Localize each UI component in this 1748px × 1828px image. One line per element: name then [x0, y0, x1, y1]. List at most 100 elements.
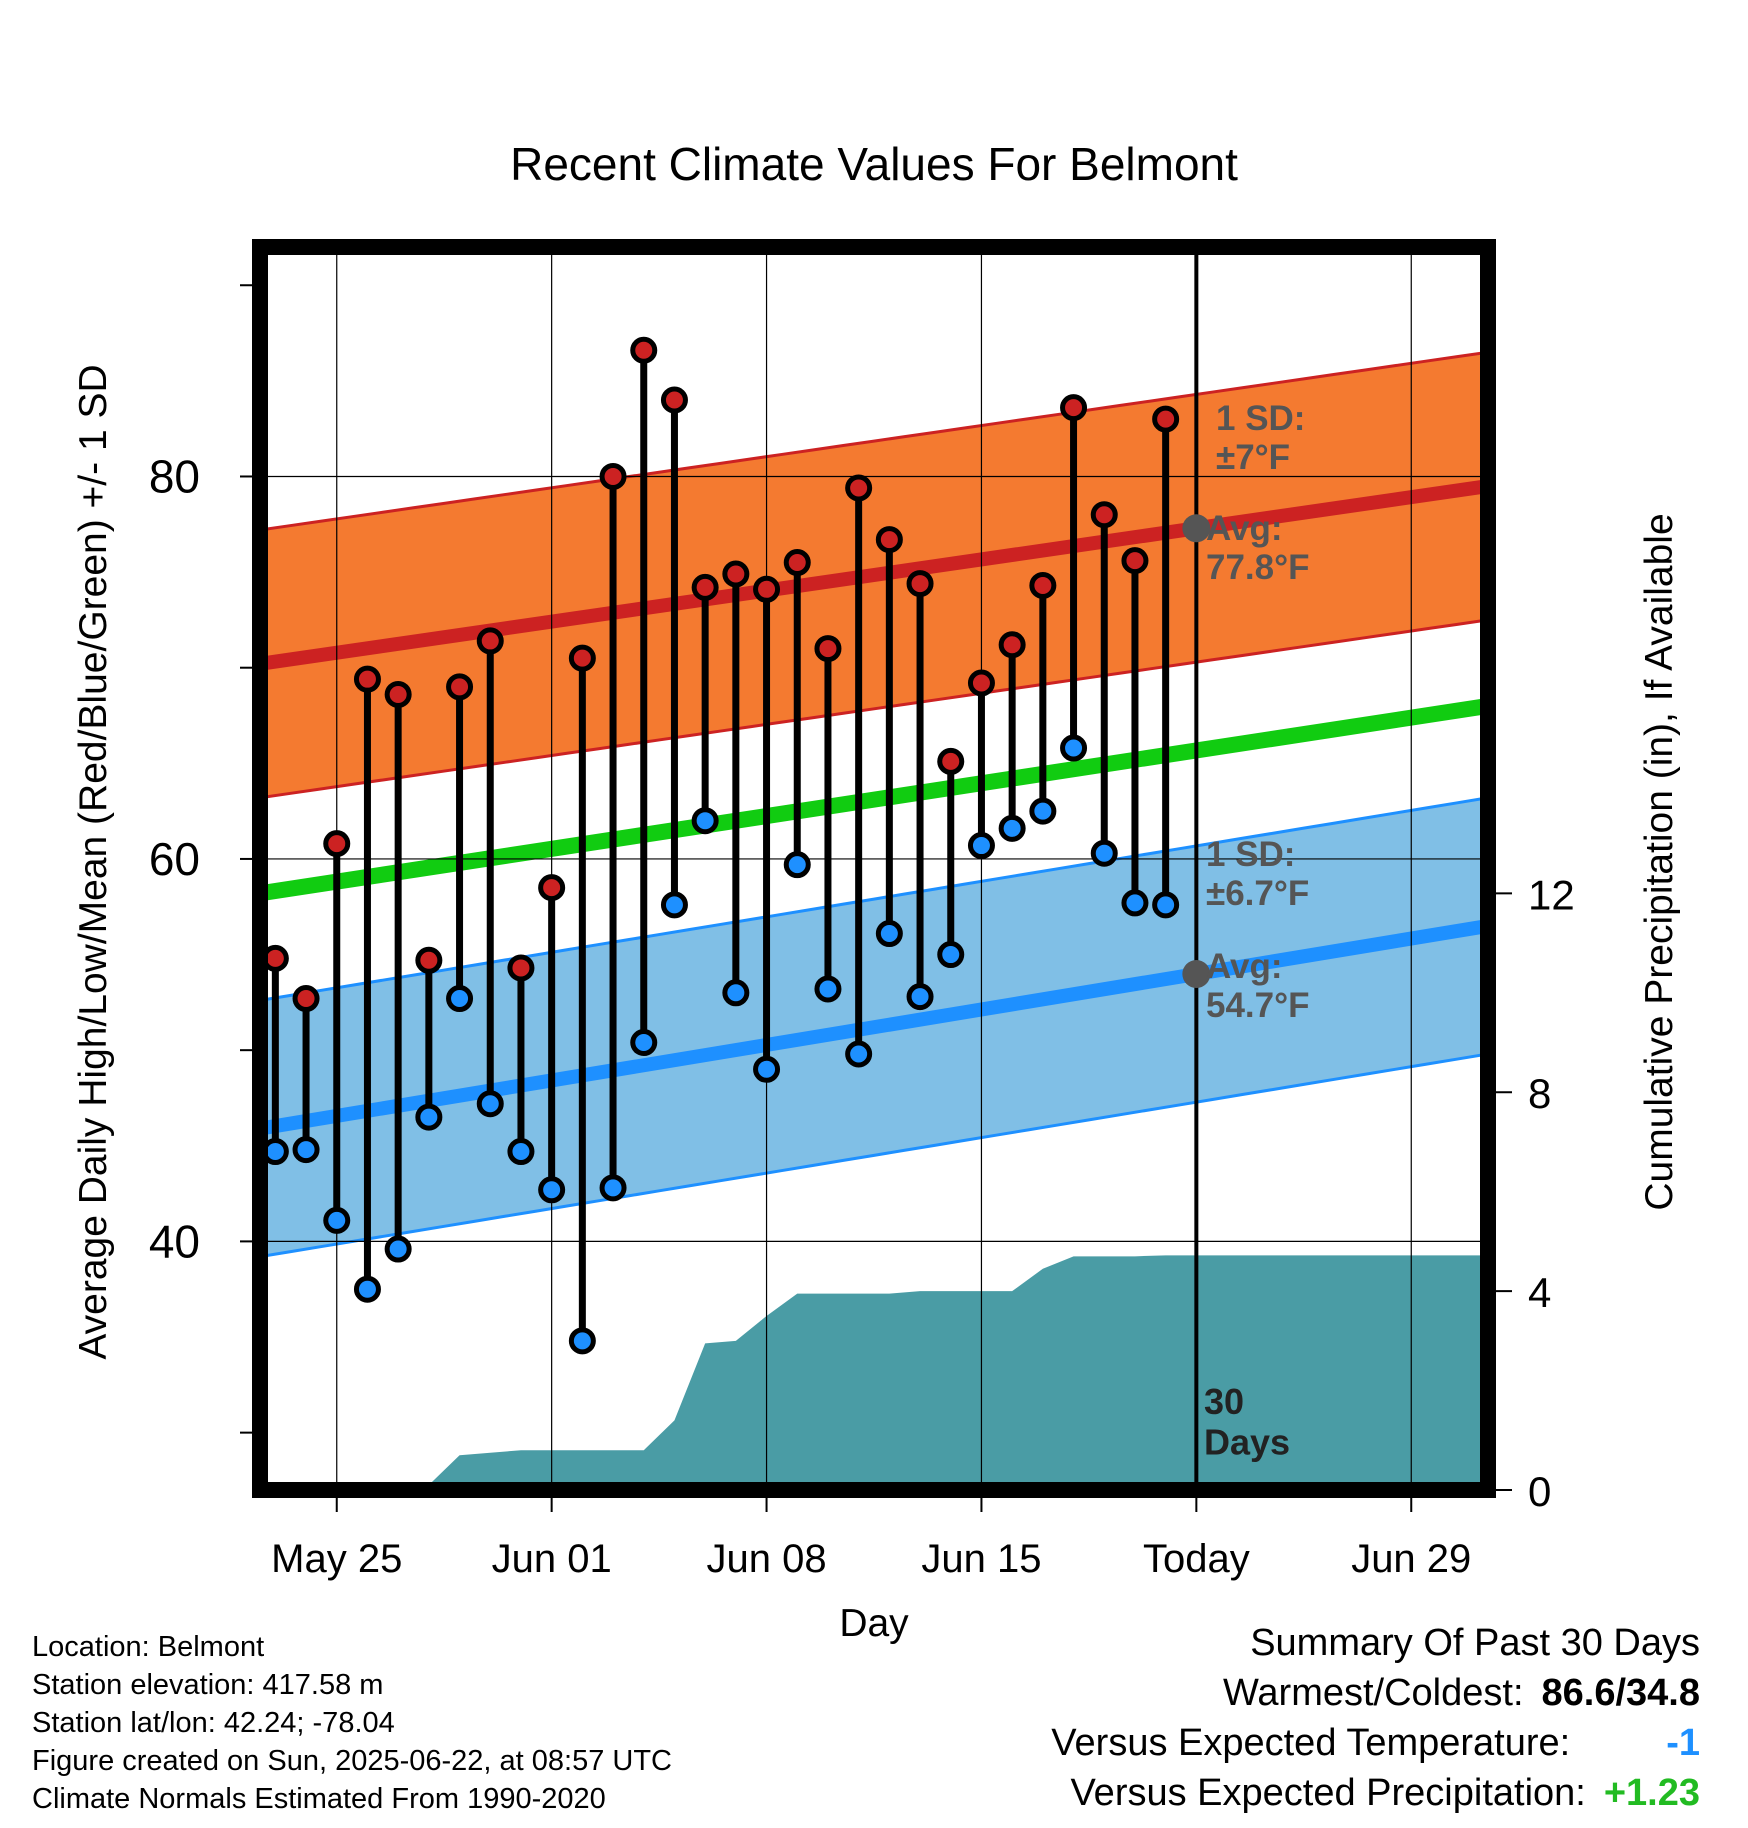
- high-sd-annotation: 1 SD: ±7°F: [1216, 399, 1305, 477]
- low-point: [753, 1055, 781, 1083]
- high-point: [1060, 394, 1088, 422]
- high-point: [998, 631, 1026, 659]
- low-point: [568, 1327, 596, 1355]
- high-point: [415, 946, 443, 974]
- summary-title: Summary Of Past 30 Days: [1250, 1622, 1700, 1664]
- plot-frame: [252, 239, 1496, 1498]
- low-point: [1152, 891, 1180, 919]
- summary-warm-cold-value: 86.6/34.8: [1541, 1672, 1700, 1714]
- low-point: [599, 1174, 627, 1202]
- low-sd-upper: [260, 796, 1488, 1002]
- low-sd-annotation: 1 SD: ±6.7°F: [1206, 835, 1309, 913]
- today-days-label: 30 Days: [1204, 1381, 1290, 1462]
- summary-temp-label: Versus Expected Temperature:: [1051, 1722, 1571, 1764]
- low-point: [691, 807, 719, 835]
- x-tick-label: Jun 01: [492, 1537, 612, 1581]
- info-elevation: Station elevation: 417.58 m: [32, 1669, 384, 1701]
- x-axis-label: Day: [839, 1602, 909, 1645]
- x-tick-label: Jun 08: [706, 1537, 826, 1581]
- low-sd-lower: [260, 1052, 1488, 1259]
- high-point: [845, 474, 873, 502]
- low-point: [353, 1275, 381, 1303]
- low-point: [814, 975, 842, 1003]
- low-point: [937, 941, 965, 969]
- high-point: [476, 627, 504, 655]
- summary-warm-cold: Warmest/Coldest: 86.6/34.8: [1223, 1672, 1700, 1715]
- high-sd-upper: [260, 350, 1488, 532]
- low-point: [446, 985, 474, 1013]
- low-point: [1090, 839, 1118, 867]
- high-point: [353, 665, 381, 693]
- high-point: [446, 673, 474, 701]
- low-point: [845, 1040, 873, 1068]
- high-point: [1121, 547, 1149, 575]
- x-tick-label: Today: [1143, 1537, 1250, 1581]
- summary-precip-value: +1.23: [1603, 1772, 1700, 1814]
- y-tick-label: 80: [149, 450, 200, 502]
- low-point: [323, 1206, 351, 1234]
- high-point: [937, 747, 965, 775]
- high-point: [753, 575, 781, 603]
- low-point: [1029, 797, 1057, 825]
- x-tick-label: Jun 29: [1351, 1537, 1471, 1581]
- info-normals: Climate Normals Estimated From 1990-2020: [32, 1783, 606, 1815]
- high-point: [1152, 405, 1180, 433]
- high-point: [967, 669, 995, 697]
- chart-title: Recent Climate Values For Belmont: [510, 138, 1238, 190]
- high-point: [875, 526, 903, 554]
- high-point: [507, 954, 535, 982]
- summary-temp-value: -1: [1666, 1722, 1700, 1764]
- mean-average-line: [260, 698, 1488, 902]
- y2-tick-label: 8: [1528, 1070, 1551, 1117]
- low-point: [1060, 734, 1088, 762]
- summary-warm-cold-label: Warmest/Coldest:: [1222, 1672, 1524, 1714]
- y2-axis-label: Cumulative Precipitation (in), If Availa…: [1638, 513, 1681, 1210]
- precipitation-area: [275, 1255, 1488, 1490]
- today-low-avg-marker: [1182, 960, 1211, 989]
- station-info: Location: Belmont Station elevation: 417…: [32, 1628, 672, 1818]
- low-point: [875, 920, 903, 948]
- low-point: [906, 983, 934, 1011]
- low-point: [660, 891, 688, 919]
- high-point: [660, 386, 688, 414]
- high-point: [691, 573, 719, 601]
- high-sd-lower: [260, 618, 1488, 800]
- low-point: [967, 832, 995, 860]
- high-point: [568, 644, 596, 672]
- high-point: [630, 336, 658, 364]
- high-point: [538, 874, 566, 902]
- low-point: [476, 1090, 504, 1118]
- summary-temp: Versus Expected Temperature: -1: [1051, 1722, 1700, 1765]
- y2-tick-label: 0: [1528, 1468, 1551, 1515]
- high-point: [292, 985, 320, 1013]
- y2-tick-label: 12: [1528, 871, 1575, 918]
- y-tick-label: 40: [149, 1215, 200, 1267]
- low-point: [998, 814, 1026, 842]
- high-point: [1029, 571, 1057, 599]
- low-point: [507, 1138, 535, 1166]
- high-point: [323, 830, 351, 858]
- low-point: [783, 851, 811, 879]
- low-point: [722, 979, 750, 1007]
- y-axis-label: Average Daily High/Low/Mean (Red/Blue/Gr…: [72, 364, 115, 1359]
- x-tick-label: May 25: [271, 1537, 402, 1581]
- high-point: [1090, 501, 1118, 529]
- low-point: [292, 1136, 320, 1164]
- y-tick-label: 60: [149, 833, 200, 885]
- summary-precip-label: Versus Expected Precipitation:: [1070, 1772, 1586, 1814]
- y2-tick-label: 4: [1528, 1269, 1551, 1316]
- info-created: Figure created on Sun, 2025-06-22, at 08…: [32, 1745, 672, 1777]
- high-avg-annotation: Avg: 77.8°F: [1206, 509, 1310, 587]
- high-point: [906, 570, 934, 598]
- x-tick-label: Jun 15: [921, 1537, 1041, 1581]
- high-point: [783, 549, 811, 577]
- low-point: [1121, 889, 1149, 917]
- high-point: [384, 680, 412, 708]
- low-point: [630, 1029, 658, 1057]
- info-latlon: Station lat/lon: 42.24; -78.04: [32, 1707, 395, 1739]
- low-point: [384, 1235, 412, 1263]
- summary-precip: Versus Expected Precipitation: +1.23: [1070, 1772, 1700, 1815]
- low-point: [415, 1103, 443, 1131]
- low-avg-annotation: Avg: 54.7°F: [1206, 947, 1310, 1025]
